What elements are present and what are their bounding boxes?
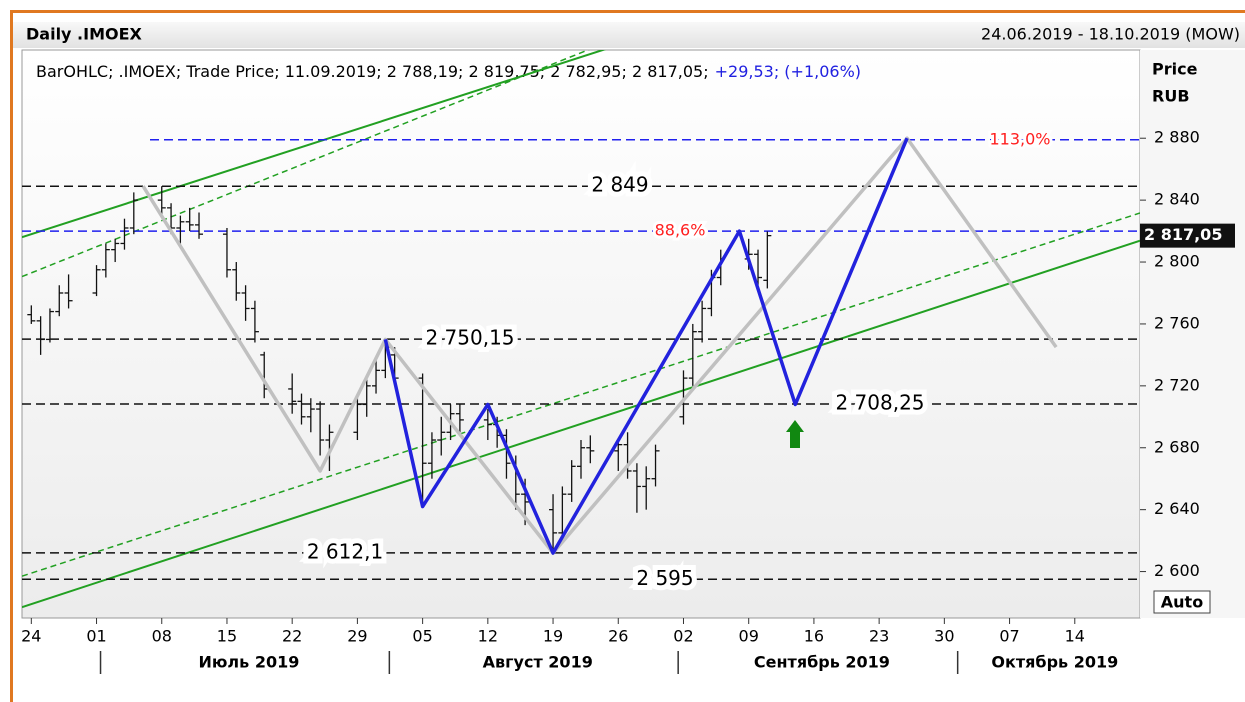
month-label: Август 2019 — [483, 653, 593, 672]
info-text: BarOHLC; .IMOEX; Trade Price; 11.09.2019… — [36, 62, 709, 81]
axis-panel — [1140, 50, 1245, 618]
date-range: 24.06.2019 - 18.10.2019 (MOW) — [981, 25, 1240, 44]
level-label: 2 708,25 — [835, 391, 924, 415]
y-tick-label: 2 600 — [1154, 561, 1200, 580]
fib-label: 113,0% — [989, 129, 1050, 148]
info-line: BarOHLC; .IMOEX; Trade Price; 11.09.2019… — [36, 62, 861, 81]
auto-button[interactable] — [1153, 590, 1211, 614]
x-tick-label: 05 — [412, 627, 432, 646]
x-tick-label: 15 — [217, 627, 237, 646]
axis-title: Price — [1152, 60, 1198, 79]
last-price-label: 2 817,05 — [1144, 225, 1222, 244]
x-tick-label: 16 — [804, 627, 824, 646]
x-tick-label: 19 — [543, 627, 563, 646]
up-arrow — [786, 420, 804, 448]
chart-title: Daily .IMOEX — [26, 25, 143, 44]
x-tick-label: 24 — [21, 627, 41, 646]
y-tick-label: 2 840 — [1154, 190, 1200, 209]
axis-unit: RUB — [1152, 87, 1190, 106]
month-label: Октябрь 2019 — [991, 653, 1118, 672]
auto-button-label[interactable]: Auto — [1161, 593, 1203, 612]
zigzag — [383, 137, 909, 555]
header-bar — [13, 22, 1245, 48]
x-tick-label: 01 — [86, 627, 106, 646]
x-tick-label: 30 — [934, 627, 954, 646]
x-tick-label: 12 — [478, 627, 498, 646]
x-tick-label: 22 — [282, 627, 302, 646]
y-tick-label: 2 680 — [1154, 437, 1200, 456]
frame-left — [10, 10, 13, 702]
trendline — [22, 239, 1140, 609]
level-label: 2 612,1 — [307, 539, 383, 563]
x-tick-label: 02 — [673, 627, 693, 646]
x-tick-label: 23 — [869, 627, 889, 646]
frame-top — [10, 10, 1245, 13]
level-label: 2 849 — [591, 173, 648, 197]
level-label: 2 595 — [636, 566, 693, 590]
x-tick-label: 08 — [152, 627, 172, 646]
x-tick-label: 09 — [739, 627, 759, 646]
x-tick-label: 26 — [608, 627, 628, 646]
fib-label: 88,6% — [655, 221, 706, 240]
plot-area — [21, 49, 1141, 619]
trendline — [22, 50, 590, 278]
trendline — [22, 50, 607, 239]
y-tick-label: 2 800 — [1154, 252, 1200, 271]
month-label: Июль 2019 — [198, 653, 299, 672]
zigzag — [141, 136, 1058, 555]
y-tick-label: 2 640 — [1154, 499, 1200, 518]
y-tick-label: 2 760 — [1154, 313, 1200, 332]
x-tick-label: 29 — [347, 627, 367, 646]
last-price-box — [1140, 223, 1235, 248]
level-label: 2 750,15 — [425, 326, 514, 350]
y-tick-label: 2 720 — [1154, 375, 1200, 394]
month-label: Сентябрь 2019 — [754, 653, 890, 672]
trendline — [22, 212, 1140, 577]
plot-marks — [22, 50, 1140, 609]
y-tick-label: 2 880 — [1154, 128, 1200, 147]
x-tick-label: 07 — [999, 627, 1019, 646]
info-change: +29,53; (+1,06%) — [715, 62, 861, 81]
x-tick-label: 14 — [1065, 627, 1085, 646]
